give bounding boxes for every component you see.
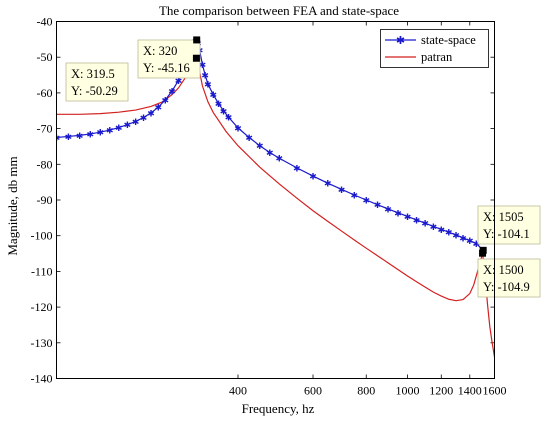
point-state-space: ✱ (76, 131, 84, 141)
y-tick-label: -70 (37, 122, 53, 136)
point-state-space: ✱ (96, 128, 104, 138)
point-state-space: ✱ (404, 212, 412, 222)
point-state-space: ✱ (362, 196, 370, 206)
point-state-space: ✱ (445, 228, 453, 238)
point-state-space: ✱ (175, 76, 183, 86)
datatips-layer: X: 320 Y: -45.16 X: 319.5 Y: -50.29 X: 1505 Y… (65, 36, 541, 298)
point-state-space: ✱ (413, 215, 421, 225)
datatip-marker (479, 249, 487, 257)
x-tick-label: 1600 (483, 384, 507, 398)
point-state-space: ✱ (374, 200, 382, 210)
y-tick-label: -110 (31, 264, 53, 278)
y-tick-label: -80 (37, 157, 53, 171)
point-state-space: ✱ (452, 230, 460, 240)
y-axis-label: Magnitude, db mm (5, 156, 20, 255)
point-state-space: ✱ (437, 225, 445, 235)
point-state-space: ✱ (215, 99, 223, 109)
point-state-space: ✱ (140, 113, 148, 123)
datatip-x-label: X: 1500 (483, 263, 524, 277)
point-state-space: ✱ (351, 191, 359, 201)
y-tick-label: -130 (31, 336, 53, 350)
point-state-space: ✱ (309, 172, 317, 182)
point-state-space: ✱ (210, 90, 218, 100)
point-state-space: ✱ (86, 129, 94, 139)
datatip-box (477, 205, 541, 245)
point-state-space: ✱ (199, 60, 207, 70)
point-state-space: ✱ (168, 87, 176, 97)
point-state-space: ✱ (293, 163, 301, 173)
y-tick-label: -100 (31, 229, 53, 243)
datatip-x-label: X: 319.5 (71, 67, 115, 81)
datatip[interactable]: X: 319.5 Y: -50.29 (65, 54, 200, 102)
legend-label-state-space: state-space (421, 33, 476, 47)
point-state-space: ✱ (106, 126, 114, 136)
plot-frame (56, 21, 495, 379)
point-state-space: ✱ (245, 133, 253, 143)
datatip[interactable]: X: 1500 Y: -104.9 (477, 249, 541, 298)
point-state-space: ✱ (115, 123, 123, 133)
y-tick-label: -40 (37, 15, 53, 29)
point-state-space: ✱ (132, 117, 140, 127)
point-state-space: ✱ (394, 208, 402, 218)
datatip[interactable]: X: 320 Y: -45.16 (137, 36, 201, 79)
point-state-space: ✱ (338, 185, 346, 195)
y-tick-label: -120 (31, 300, 53, 314)
point-state-space: ✱ (220, 106, 228, 116)
legend-star-icon: ✱ (396, 35, 405, 47)
chart-title: The comparison between FEA and state-spa… (159, 3, 399, 18)
datatip-box (65, 62, 129, 102)
x-tick-label: 800 (357, 384, 375, 398)
point-state-space: ✱ (430, 222, 438, 232)
point-state-space: ✱ (155, 103, 163, 113)
point-state-space: ✱ (384, 204, 392, 214)
point-state-space: ✱ (147, 108, 155, 118)
point-state-space: ✱ (225, 113, 233, 123)
point-state-space: ✱ (53, 133, 61, 143)
point-state-space: ✱ (161, 96, 169, 106)
series-line-patran (56, 57, 495, 358)
x-tick-label: 400 (229, 384, 247, 398)
point-state-space: ✱ (266, 148, 274, 158)
point-state-space: ✱ (65, 132, 73, 142)
datatip-box (137, 39, 201, 79)
x-axis-label: Frequency, hz (242, 401, 315, 416)
datatip-marker (192, 54, 200, 62)
point-state-space: ✱ (204, 79, 212, 89)
y-tick-label: -90 (37, 193, 53, 207)
datatip[interactable]: X: 1505 Y: -104.1 (477, 205, 541, 254)
legend-label-patran: patran (421, 50, 453, 64)
datatip-y-label: Y: -104.9 (483, 280, 530, 294)
datatip-marker (193, 36, 201, 44)
point-state-space: ✱ (466, 236, 474, 246)
series-line-state-space (56, 38, 484, 251)
point-state-space: ✱ (201, 71, 209, 81)
x-tick-label: 600 (304, 384, 322, 398)
point-state-space: ✱ (473, 239, 481, 249)
point-state-space: ✱ (234, 123, 242, 133)
datatip-y-label: Y: -104.1 (483, 227, 530, 241)
point-state-space: ✱ (324, 179, 332, 189)
point-state-space: ✱ (459, 233, 467, 243)
datatip-x-label: X: 1505 (483, 210, 524, 224)
x-tick-label: 1400 (458, 384, 482, 398)
legend[interactable]: ✱ state-space patran (380, 29, 489, 68)
point-state-space: ✱ (256, 141, 264, 151)
datatip-y-label: Y: -50.29 (71, 84, 118, 98)
point-state-space: ✱ (421, 219, 429, 229)
axis-ticks: 400 600 800 1000 1200 1400 1600 -140 -130 -120 -11… (31, 15, 507, 398)
y-tick-label: -50 (37, 50, 53, 64)
legend-box (380, 29, 489, 68)
y-tick-label: -140 (31, 372, 53, 386)
y-tick-label: -60 (37, 86, 53, 100)
datatip-box (477, 258, 541, 298)
datatip-y-label: Y: -45.16 (143, 61, 190, 75)
point-state-space: ✱ (124, 120, 132, 130)
point-state-space: ✱ (276, 154, 284, 164)
datatip-x-label: X: 320 (143, 44, 177, 58)
x-tick-label: 1000 (396, 384, 420, 398)
x-tick-label: 1200 (429, 384, 453, 398)
